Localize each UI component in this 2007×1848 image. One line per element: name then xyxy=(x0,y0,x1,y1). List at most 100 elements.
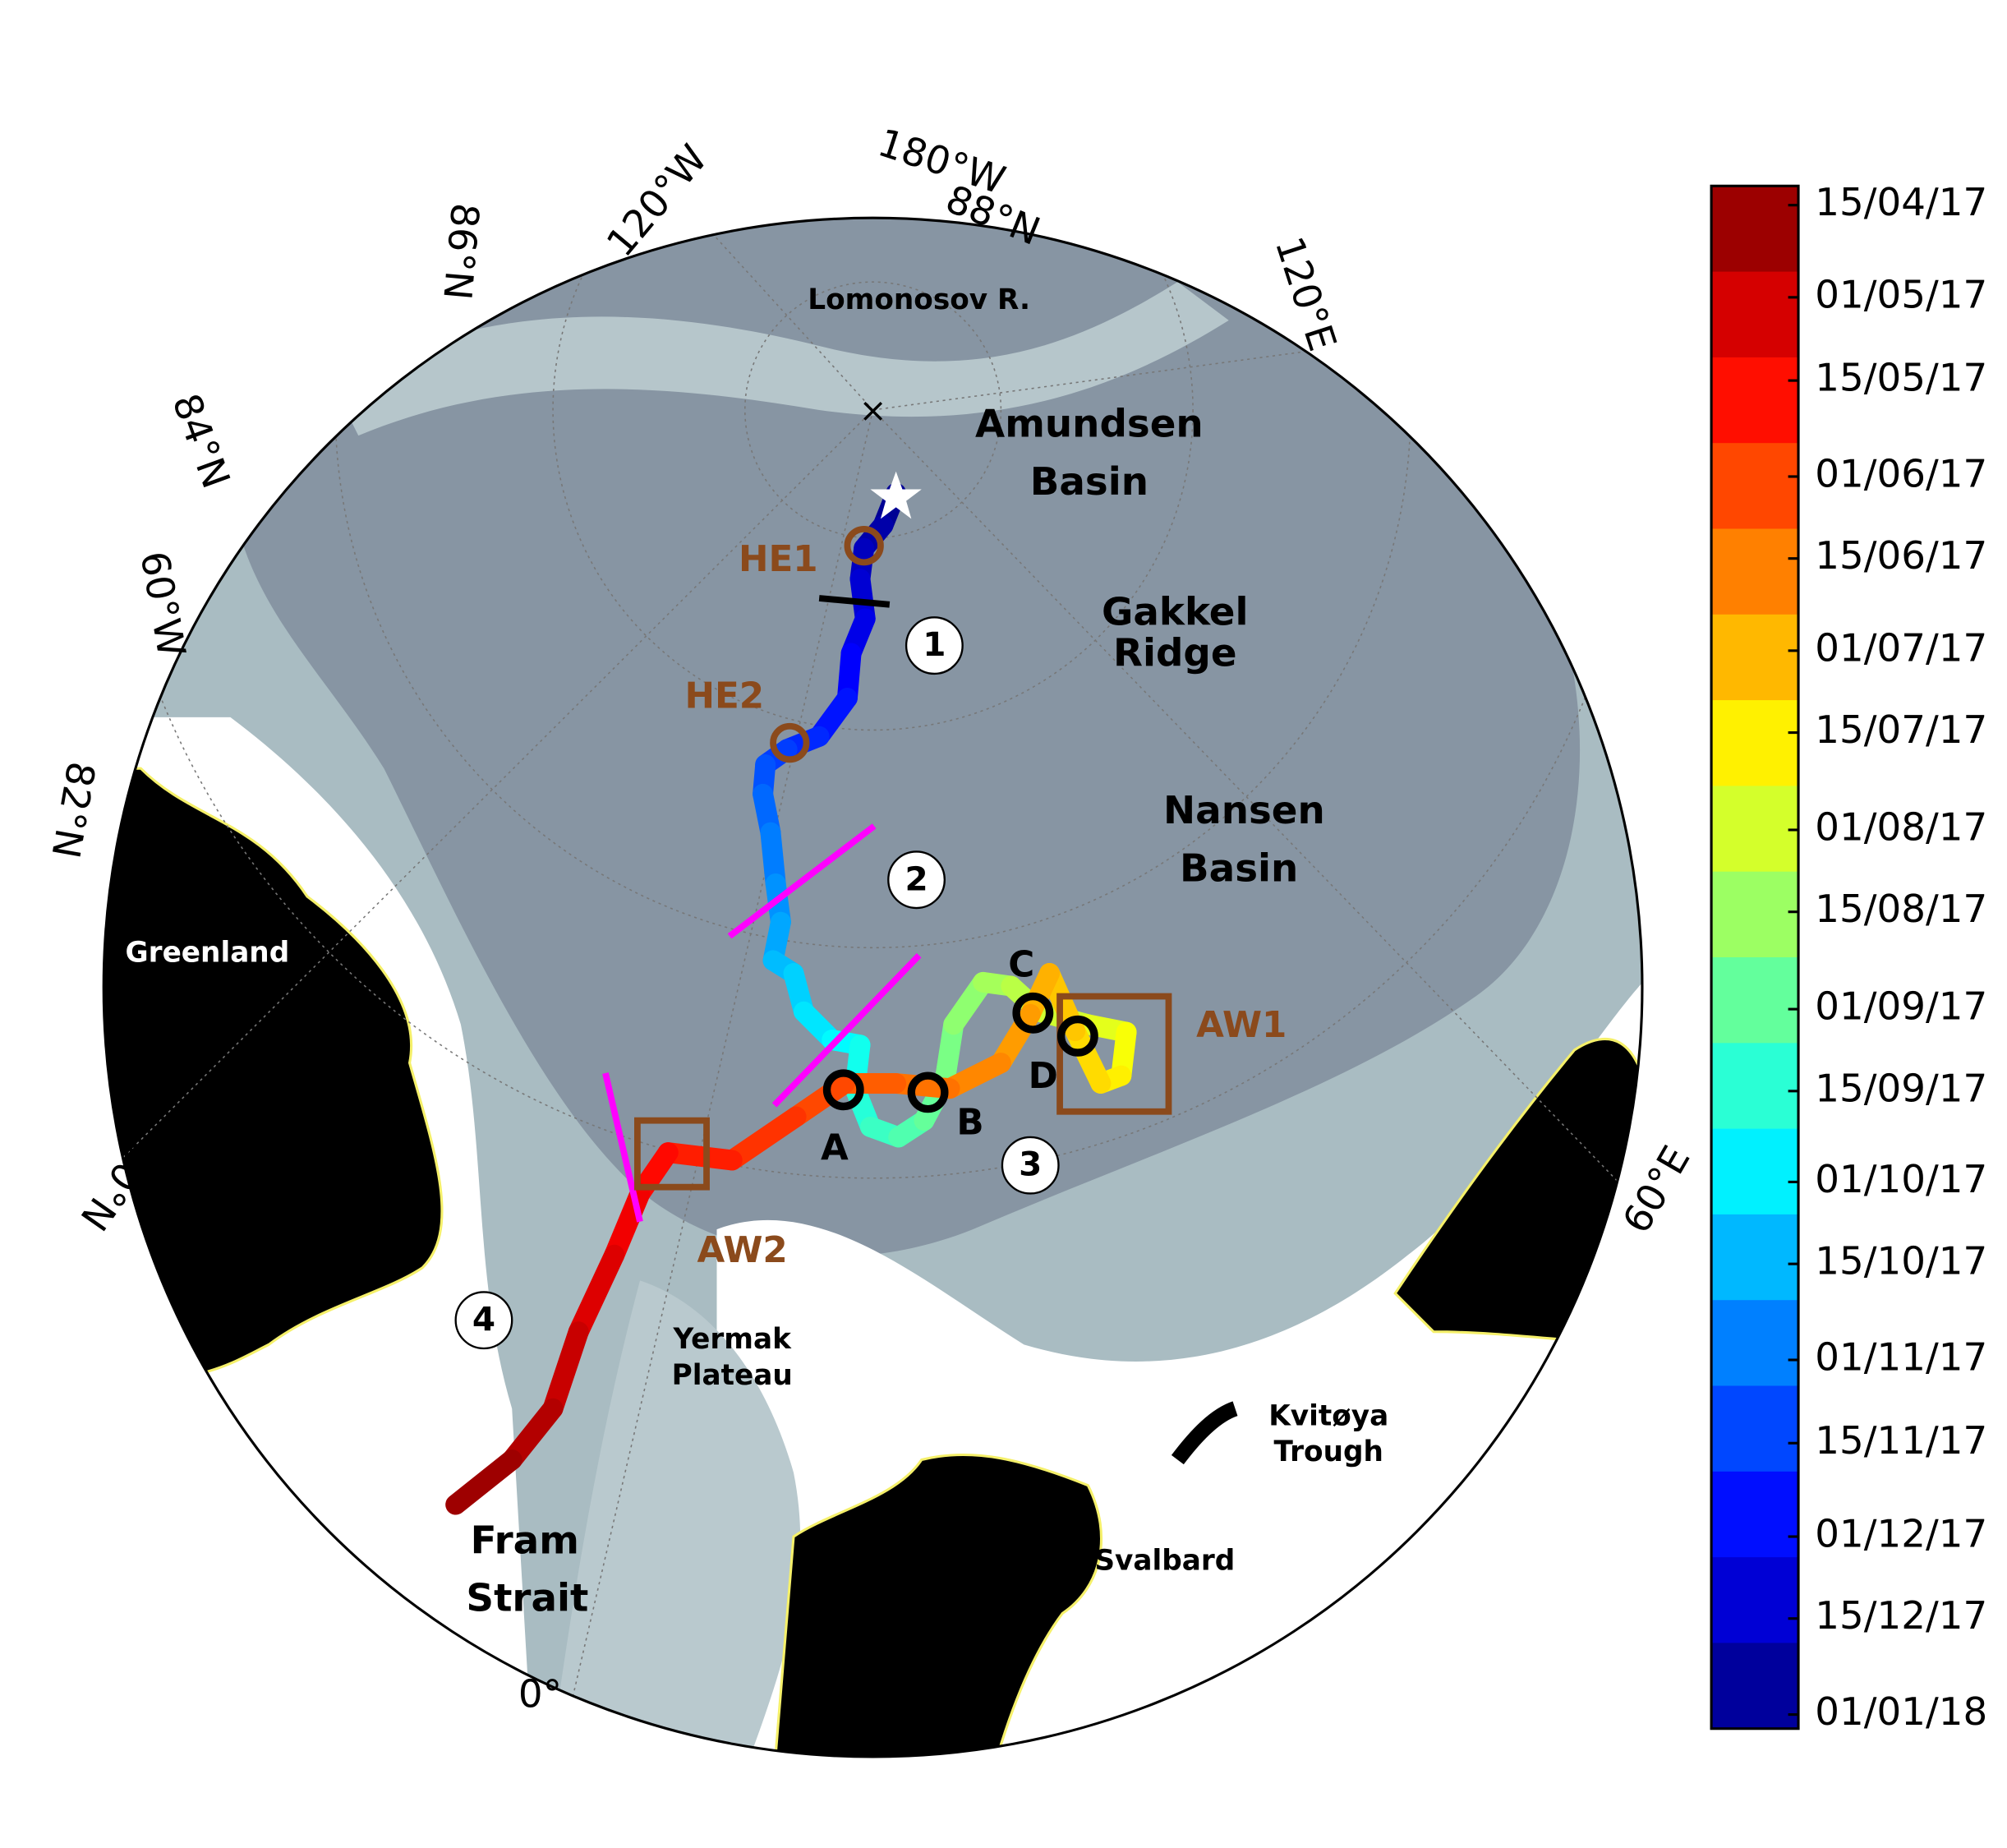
aw-box xyxy=(634,1117,710,1191)
track-segment xyxy=(657,1142,743,1171)
colorbar-band xyxy=(1711,271,1799,358)
segment-label: 4 xyxy=(472,1299,495,1339)
region-label: Basin xyxy=(1030,460,1149,505)
region-label: Strait xyxy=(466,1576,588,1620)
marker-label: HE2 xyxy=(685,676,765,717)
colorbar-band xyxy=(1711,443,1799,530)
colorbar-label: 01/10/17 xyxy=(1815,1158,1987,1202)
greenland-land xyxy=(104,767,444,1385)
lomonosov-ridge xyxy=(333,282,1229,436)
region-label: Ridge xyxy=(1113,632,1237,676)
colorbar-band xyxy=(1711,1300,1799,1387)
colorbar-label: 01/11/17 xyxy=(1815,1336,1987,1380)
colorbar-band xyxy=(1711,700,1799,787)
colorbar-band xyxy=(1711,528,1799,615)
section-line xyxy=(602,1072,643,1223)
colorbar-label: 01/07/17 xyxy=(1815,626,1987,671)
marker-label: HE1 xyxy=(739,539,818,580)
event-circle xyxy=(844,525,884,566)
colorbar-label: 01/05/17 xyxy=(1815,273,1987,317)
colorbar: 15/04/17 01/05/17 15/05/17 01/06/17 15/06/17… xyxy=(1711,181,1987,1735)
region-label: Trough xyxy=(1274,1436,1383,1468)
section-line xyxy=(771,952,922,1108)
marker-label: D xyxy=(1029,1056,1058,1097)
franz-josef-land xyxy=(1393,1038,1642,1346)
region-label: Yermak xyxy=(672,1323,792,1356)
colorbar-band xyxy=(1711,1385,1799,1472)
section-line xyxy=(727,823,877,939)
colorbar-band xyxy=(1711,1557,1799,1644)
map-body xyxy=(104,218,1642,1758)
colorbar-label: 15/07/17 xyxy=(1815,708,1987,753)
colorbar-label: 15/10/17 xyxy=(1815,1240,1987,1284)
region-label: Fram xyxy=(471,1518,579,1563)
colorbar-label: 15/12/17 xyxy=(1815,1594,1987,1638)
colorbar-label: 15/11/17 xyxy=(1815,1419,1987,1463)
marker-label: B xyxy=(956,1102,983,1143)
yermak-slope xyxy=(537,1280,801,1758)
marker-label: C xyxy=(1008,945,1034,986)
colorbar-frame xyxy=(1710,184,1800,1730)
aw-box xyxy=(1056,993,1172,1115)
track-segment xyxy=(542,1321,589,1419)
marker-label: AW2 xyxy=(697,1230,788,1271)
kvitoya-island xyxy=(1171,1401,1238,1465)
region-label: Plateau xyxy=(672,1359,793,1392)
colorbar-band xyxy=(1711,1214,1799,1301)
grid-label: 82°N xyxy=(42,758,103,861)
station-circles xyxy=(822,992,1098,1113)
start-star xyxy=(870,471,922,519)
colorbar-label: 01/12/17 xyxy=(1815,1513,1987,1557)
marker-label: AW1 xyxy=(1196,1005,1287,1046)
colorbar-label: 01/06/17 xyxy=(1815,452,1987,496)
colorbar-label: 15/04/17 xyxy=(1815,181,1987,225)
region-label: Greenland xyxy=(126,937,290,970)
colorbar-band xyxy=(1711,186,1799,273)
colorbar-label: 15/05/17 xyxy=(1815,357,1987,401)
region-label: Basin xyxy=(1180,846,1298,891)
colorbar-label: 15/06/17 xyxy=(1815,534,1987,578)
colorbar-label: 01/09/17 xyxy=(1815,985,1987,1030)
map-frame xyxy=(102,216,1644,1758)
track-segment xyxy=(445,1449,522,1515)
colorbar-band xyxy=(1711,957,1799,1044)
segment-label: 1 xyxy=(923,624,946,664)
region-label: Gakkel xyxy=(1102,591,1249,635)
region-label: Kvitøya xyxy=(1268,1400,1388,1433)
colorbar-band xyxy=(1711,871,1799,958)
grid-label: 86°N xyxy=(434,201,486,302)
grid-label: 0° xyxy=(518,1672,562,1717)
colorbar-band xyxy=(1711,786,1799,873)
colorbar-band xyxy=(1711,1643,1799,1730)
marker-label: A xyxy=(821,1127,849,1168)
track-segment xyxy=(568,1244,625,1343)
grid-label: 60°W xyxy=(131,548,193,660)
event-circle xyxy=(770,722,810,763)
colorbar-label: 01/01/18 xyxy=(1815,1690,1987,1735)
grid-label: 84°N xyxy=(163,388,237,494)
colorbar-label: 15/08/17 xyxy=(1815,887,1987,932)
segment-circles xyxy=(454,616,1060,1350)
track-segment xyxy=(721,1106,807,1171)
region-label: Nansen xyxy=(1163,789,1325,833)
svalbard-land xyxy=(766,1453,1103,1758)
grid-label: 60°E xyxy=(1615,1139,1700,1241)
segment-label: 3 xyxy=(1019,1145,1042,1184)
region-label: Lomonosov R. xyxy=(808,283,1030,316)
colorbar-band xyxy=(1711,357,1799,444)
colorbar-band xyxy=(1711,1128,1799,1215)
colorbar-band xyxy=(1711,1043,1799,1130)
labels: 180°W88°N120°W86°N84°N60°W82°N80°N0°60°E… xyxy=(42,121,1699,1717)
colorbar-label: 15/09/17 xyxy=(1815,1067,1987,1111)
pole-marker: × xyxy=(859,390,887,430)
segment-label: 2 xyxy=(905,859,928,898)
colorbar-band xyxy=(1711,1471,1799,1558)
region-label: Svalbard xyxy=(1094,1545,1235,1578)
colorbar-band xyxy=(1711,614,1799,701)
region-label: Amundsen xyxy=(975,403,1204,447)
section-line xyxy=(818,595,891,608)
track-segment xyxy=(501,1398,564,1471)
colorbar-label: 01/08/17 xyxy=(1815,805,1987,850)
